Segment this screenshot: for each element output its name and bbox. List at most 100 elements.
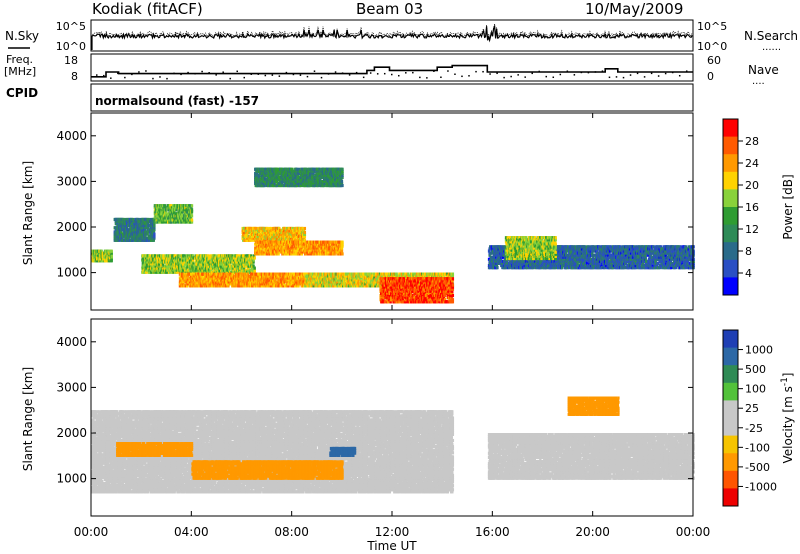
range-cell — [143, 236, 146, 240]
range-cell — [226, 270, 229, 274]
range-cell — [187, 258, 190, 262]
range-cell — [167, 268, 171, 272]
range-cell — [179, 264, 182, 268]
range-cell — [231, 274, 234, 278]
date-title: 10/May/2009 — [585, 0, 683, 18]
range-cell — [165, 270, 169, 274]
range-cell — [149, 268, 152, 272]
range-cell — [190, 220, 194, 224]
range-cell — [152, 238, 155, 242]
noise-left-tick-top: 10^5 — [56, 20, 86, 33]
nave-dot — [201, 70, 203, 73]
range-cell — [147, 217, 150, 222]
range-cell — [175, 262, 178, 266]
range-cell — [96, 255, 99, 259]
noise-left-tick-bottom: 10^0 — [56, 40, 86, 53]
range-cell — [160, 260, 164, 264]
range-cell — [190, 212, 193, 216]
nave-dots — [96, 70, 688, 80]
range-cell — [161, 262, 165, 266]
range-cell — [148, 254, 152, 258]
nave-dot — [166, 77, 168, 80]
nave-dot — [608, 76, 611, 79]
nave-dot — [468, 75, 470, 77]
nave-dot — [636, 72, 639, 75]
range-cell — [141, 260, 145, 264]
nave-dot — [250, 73, 253, 75]
range-cell — [189, 276, 192, 280]
noise-sky-line — [91, 24, 693, 50]
range-cell — [184, 270, 187, 274]
range-cell — [200, 270, 204, 274]
range-cell — [138, 228, 141, 232]
range-cell — [173, 218, 177, 222]
range-cell — [252, 264, 255, 268]
nave-dot — [327, 73, 330, 75]
nave-dot — [678, 74, 681, 77]
range-cell — [145, 236, 149, 240]
range-cell — [158, 258, 162, 262]
range-cell — [185, 276, 188, 280]
nave-dot — [398, 74, 400, 77]
range-cell — [187, 282, 190, 286]
range-cell — [161, 210, 164, 214]
noise-right-label: N.Search — [744, 29, 798, 43]
range-cell — [221, 270, 224, 274]
range-cell — [129, 219, 133, 224]
range-cell — [160, 262, 163, 266]
range-cell — [103, 251, 106, 255]
noise-panel: N.Sky 10^5 10^0 10^5 10^0 N.Search .....… — [5, 19, 798, 53]
range-cell — [165, 260, 169, 264]
range-cell — [185, 214, 188, 218]
range-cell — [167, 266, 170, 270]
nave-dot — [650, 72, 653, 75]
freq-left-tick-bottom: 8 — [71, 70, 78, 83]
range-cell — [206, 262, 209, 266]
range-cell — [141, 256, 145, 260]
range-cell — [214, 278, 218, 282]
range-cell — [192, 262, 195, 266]
range-cell — [229, 280, 233, 284]
range-cell — [230, 256, 233, 260]
range-cell — [221, 274, 225, 278]
nave-dot — [236, 70, 238, 73]
range-cell — [207, 282, 211, 286]
range-cell — [196, 254, 199, 258]
nave-dot — [447, 70, 449, 72]
nave-dot — [587, 71, 590, 74]
range-cell — [163, 220, 166, 224]
range-cell — [166, 212, 169, 216]
range-cell — [175, 270, 179, 274]
range-cell — [120, 230, 123, 234]
range-cell — [237, 254, 240, 258]
range-cell — [242, 254, 246, 258]
range-cell — [193, 280, 196, 284]
range-cell — [171, 218, 175, 222]
range-cell — [173, 210, 176, 214]
range-cell — [203, 270, 207, 274]
range-cell — [154, 258, 157, 262]
range-cell — [184, 206, 188, 210]
range-cell — [153, 216, 157, 220]
range-cell — [186, 274, 189, 278]
cpid-label: CPID — [6, 86, 38, 100]
range-cell — [129, 226, 133, 230]
range-cell — [253, 270, 256, 274]
nave-dot — [524, 76, 526, 78]
range-cell — [191, 254, 195, 258]
range-cell — [182, 274, 186, 278]
range-cell — [220, 260, 223, 264]
range-cell — [206, 278, 209, 282]
range-cell — [247, 260, 251, 264]
range-cell — [110, 259, 113, 263]
range-cell — [242, 262, 245, 266]
range-cell — [194, 276, 198, 280]
nave-dot — [257, 73, 260, 75]
range-cell — [190, 214, 194, 218]
range-cell — [97, 253, 100, 257]
range-cell — [206, 268, 209, 272]
range-cell — [158, 220, 162, 224]
range-cell — [110, 251, 113, 255]
nave-dot — [454, 73, 456, 75]
range-cell — [209, 262, 212, 266]
